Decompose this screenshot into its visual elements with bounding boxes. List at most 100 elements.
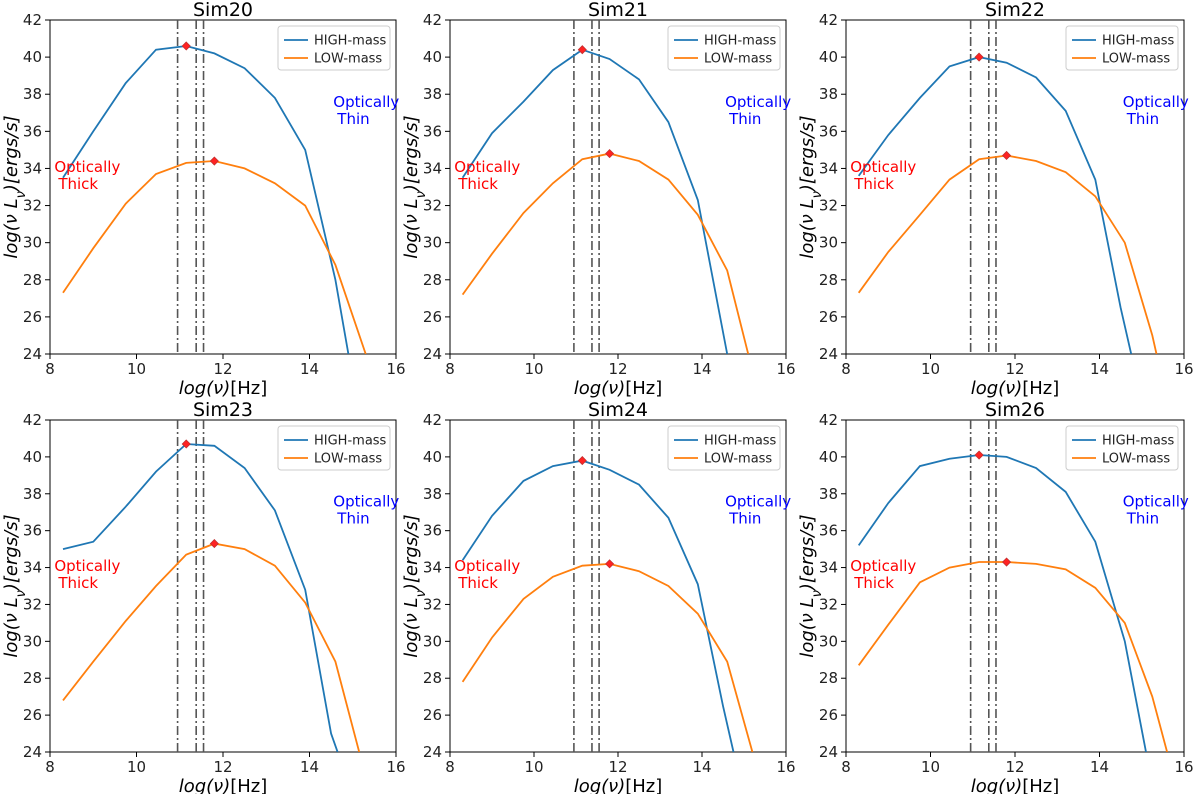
y-tick-label: 38	[819, 85, 838, 103]
x-tick-label: 16	[1174, 758, 1193, 776]
x-tick-label: 8	[45, 758, 55, 776]
y-axis-label: log(ν Lν)[ergs/s]	[401, 115, 429, 258]
y-tick-label: 32	[23, 197, 42, 215]
y-tick-label: 30	[819, 632, 838, 650]
x-tick-label: 12	[213, 758, 232, 776]
legend-entry: HIGH-mass	[1102, 34, 1175, 49]
series-low-mass	[62, 160, 367, 354]
peak-marker	[181, 439, 191, 449]
y-tick-label: 36	[23, 522, 42, 540]
y-tick-label: 26	[819, 308, 838, 326]
annotation-optically-thick: Optically Thick	[54, 158, 120, 193]
peak-marker	[974, 52, 984, 62]
panel-title: Sim20	[193, 0, 253, 21]
x-tick-label: 8	[445, 758, 455, 776]
y-tick-label: 34	[423, 159, 442, 177]
peak-marker	[605, 149, 615, 159]
panel-sim23: 8 10 12 14 16 24 26 28 30 32 34 36 38 40 42 Sim23 log(ν)…	[1, 399, 406, 794]
y-tick-label: 34	[423, 559, 442, 577]
series-high-mass	[62, 443, 339, 752]
y-tick-label: 42	[423, 11, 442, 29]
panel-sim20: 8 10 12 14 16 24 26 28 30 32 34 36 38 40 42 Sim20 log(ν)…	[1, 0, 406, 399]
y-tick-label: 26	[23, 308, 42, 326]
annotation-optically-thin: Optically Thin	[333, 93, 399, 128]
peak-marker	[1001, 557, 1012, 567]
y-tick-label: 30	[23, 632, 42, 650]
y-tick-label: 26	[819, 706, 838, 724]
y-tick-label: 30	[423, 234, 442, 252]
legend-box	[277, 425, 391, 471]
panel-sim24: 8 10 12 14 16 24 26 28 30 32 34 36 38 40 42 Sim24 log(ν)…	[401, 399, 796, 794]
legend-entry: LOW-mass	[704, 52, 772, 67]
x-axis-label: log(ν)[Hz]	[179, 378, 268, 399]
y-tick-label: 40	[423, 448, 442, 466]
x-tick-label: 10	[921, 360, 940, 378]
y-axis-label: log(ν Lν)[ergs/s]	[401, 514, 429, 657]
x-axis-label: log(ν)[Hz]	[574, 378, 663, 399]
y-tick-label: 36	[423, 522, 442, 540]
y-tick-label: 40	[423, 48, 442, 66]
y-tick-label: 32	[819, 197, 838, 215]
legend-entry: HIGH-mass	[704, 34, 777, 49]
peak-marker	[577, 45, 587, 55]
panel-title: Sim21	[588, 0, 648, 21]
peak-marker	[1001, 150, 1012, 161]
annotation-optically-thin: Optically Thin	[1123, 493, 1189, 528]
y-tick-label: 28	[423, 271, 442, 289]
y-tick-label: 34	[23, 159, 42, 177]
y-tick-label: 38	[423, 485, 442, 503]
y-tick-label: 36	[423, 122, 442, 140]
series-high-mass	[461, 48, 729, 354]
y-tick-label: 32	[819, 595, 838, 613]
y-axis-label: log(ν Lν)[ergs/s]	[797, 514, 825, 657]
x-tick-label: 16	[776, 360, 795, 378]
y-tick-label: 38	[423, 85, 442, 103]
x-tick-label: 8	[445, 360, 455, 378]
legend-box	[1065, 425, 1179, 471]
peak-marker	[209, 156, 219, 166]
y-tick-label: 24	[423, 345, 442, 363]
peak-marker	[974, 450, 984, 460]
legend-box	[667, 25, 781, 71]
y-tick-label: 38	[819, 485, 838, 503]
x-tick-label: 10	[524, 758, 543, 776]
y-tick-label: 24	[819, 345, 838, 363]
panel-title: Sim22	[985, 0, 1045, 21]
y-tick-label: 24	[23, 743, 42, 761]
series-low-mass	[857, 561, 1168, 752]
y-tick-label: 34	[819, 159, 838, 177]
y-tick-label: 36	[819, 122, 838, 140]
x-tick-label: 12	[213, 360, 232, 378]
legend-box	[1065, 25, 1179, 71]
series-low-mass	[857, 154, 1158, 354]
x-axis-label: log(ν)[Hz]	[971, 378, 1060, 399]
y-tick-label: 28	[23, 271, 42, 289]
legend-entry: HIGH-mass	[1102, 434, 1175, 449]
y-tick-label: 36	[819, 522, 838, 540]
series-high-mass	[461, 459, 735, 752]
series-low-mass	[461, 562, 754, 752]
y-tick-label: 42	[23, 11, 42, 29]
panel-sim22: 8 10 12 14 16 24 26 28 30 32 34 36 38 40 42 Sim22 log(ν)…	[797, 0, 1194, 399]
y-tick-label: 30	[23, 234, 42, 252]
y-tick-label: 32	[23, 595, 42, 613]
x-axis-label: log(ν)[Hz]	[574, 776, 663, 794]
y-tick-label: 32	[423, 595, 442, 613]
y-tick-label: 40	[23, 448, 42, 466]
annotation-optically-thin: Optically Thin	[1123, 93, 1189, 128]
panel-title: Sim24	[588, 399, 648, 421]
series-high-mass	[857, 56, 1133, 354]
y-tick-label: 28	[23, 669, 42, 687]
x-tick-label: 14	[1090, 758, 1109, 776]
x-tick-label: 12	[608, 758, 627, 776]
panel-sim21: 8 10 12 14 16 24 26 28 30 32 34 36 38 40 42 Sim21 log(ν)…	[401, 0, 796, 399]
annotation-optically-thin: Optically Thin	[333, 493, 399, 528]
x-tick-label: 10	[524, 360, 543, 378]
series-low-mass	[461, 152, 750, 354]
legend-entry: LOW-mass	[314, 52, 382, 67]
y-tick-label: 28	[819, 271, 838, 289]
series-high-mass	[857, 454, 1147, 752]
y-tick-label: 42	[819, 411, 838, 429]
x-tick-label: 16	[386, 360, 405, 378]
